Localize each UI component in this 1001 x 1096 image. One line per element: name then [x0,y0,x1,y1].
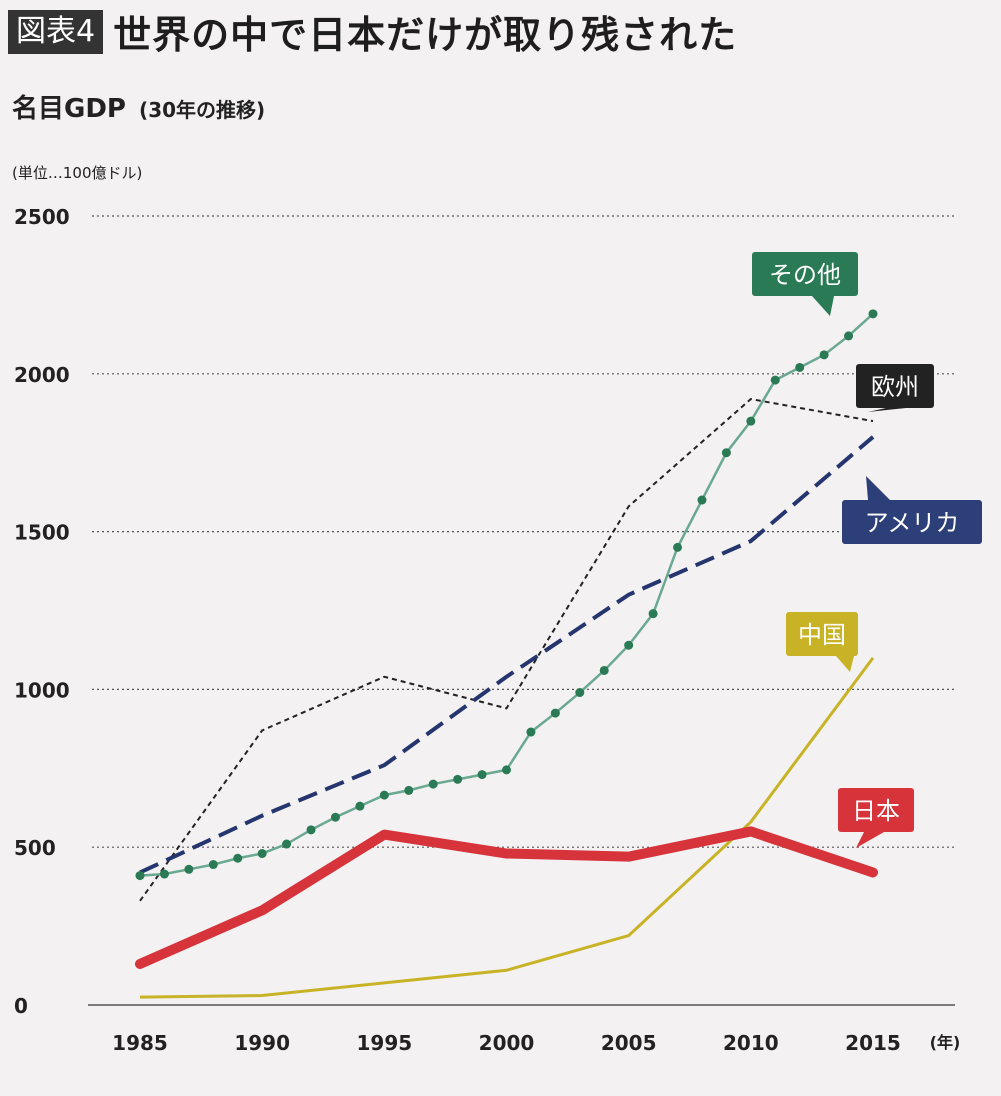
callout-usa-label: アメリカ [865,509,960,537]
series-others-point-2010 [746,416,756,426]
series-others-point-1985 [135,871,145,881]
series-others-point-2013 [819,350,829,360]
series-others-point-1999 [477,770,487,780]
y-tick-label-2000: 2000 [14,363,70,387]
x-tick-label-1995: 1995 [356,1031,412,1055]
x-tick-label-1985: 1985 [112,1031,168,1055]
y-tick-label-0: 0 [14,994,28,1018]
series-others-point-2009 [721,448,731,458]
series-others-point-2002 [550,708,560,718]
callout-europe-tail [868,408,906,412]
series-others-point-1993 [330,812,340,822]
callout-others-label: その他 [769,261,841,289]
chart-title-block: 名目GDP (30年の推移) [12,88,265,125]
x-tick-label-2005: 2005 [601,1031,657,1055]
callout-europe-box [856,364,934,408]
series-others-point-2011 [770,375,780,385]
callout-usa-box [842,500,982,544]
figure-number-badge: 図表4 [8,9,104,54]
series-others-point-2000 [502,765,511,775]
callout-europe-label: 欧州 [871,373,919,401]
series-usa-line [139,435,875,875]
series-others-line [139,312,874,877]
y-tick-label-2500: 2500 [14,205,70,229]
y-tick-label-1000: 1000 [14,678,70,702]
series-others-point-1987 [184,864,194,874]
series-europe-line [139,397,874,902]
series-others-point-1995 [379,790,389,800]
callout-china-label: 中国 [798,621,846,649]
series-others-point-2014 [844,331,854,341]
y-unit-label: (単位…100億ドル) [12,164,143,182]
series-others-point-2008 [697,495,707,505]
series-others-point-1990 [257,849,267,859]
x-tick-label-2000: 2000 [479,1031,535,1055]
figure-title: 世界の中で日本だけが取り残された [113,13,738,57]
x-unit-label: (年) [930,1033,961,1052]
x-tick-label-1990: 1990 [234,1031,290,1055]
series-others-point-2006 [648,609,658,619]
series-others-point-1986 [159,869,169,879]
series-others-point-2004 [599,665,609,675]
series-others-point-1992 [306,825,316,835]
x-tick-label-2015: 2015 [845,1031,901,1055]
callout-others-box [752,252,858,296]
callout-usa-tail [866,476,890,500]
series-others-point-2005 [624,640,634,650]
chart-title: 名目GDP [12,94,126,124]
x-tick-label-2010: 2010 [723,1031,779,1055]
series-others-point-1997 [428,779,438,789]
series-others-point-1996 [404,785,414,795]
series-others-point-1994 [355,801,365,811]
y-tick-label-500: 500 [14,836,56,860]
figure-header: 図表4 世界の中で日本だけが取り残された [8,4,737,59]
callout-japan-label: 日本 [852,797,900,825]
series-others-point-2001 [526,727,536,737]
series-others-point-1989 [233,853,243,863]
series-others-point-2015 [868,309,878,319]
callout-china-tail [836,656,854,672]
series-china-line [139,656,875,999]
callout-others-tail [812,296,834,316]
callout-japan-tail [856,832,884,848]
y-tick-label-1500: 1500 [14,521,70,545]
series-others-point-1988 [208,860,218,870]
series-others-point-2007 [673,542,683,552]
series-others-point-2012 [795,362,805,372]
chart-subtitle: (30年の推移) [139,98,266,122]
callout-china-box [786,612,858,656]
series-others-point-1991 [282,839,292,849]
series-others-point-2003 [575,688,585,698]
series-japan-line [135,826,878,969]
series-others-point-1998 [453,774,463,784]
callout-japan-box [838,788,914,832]
